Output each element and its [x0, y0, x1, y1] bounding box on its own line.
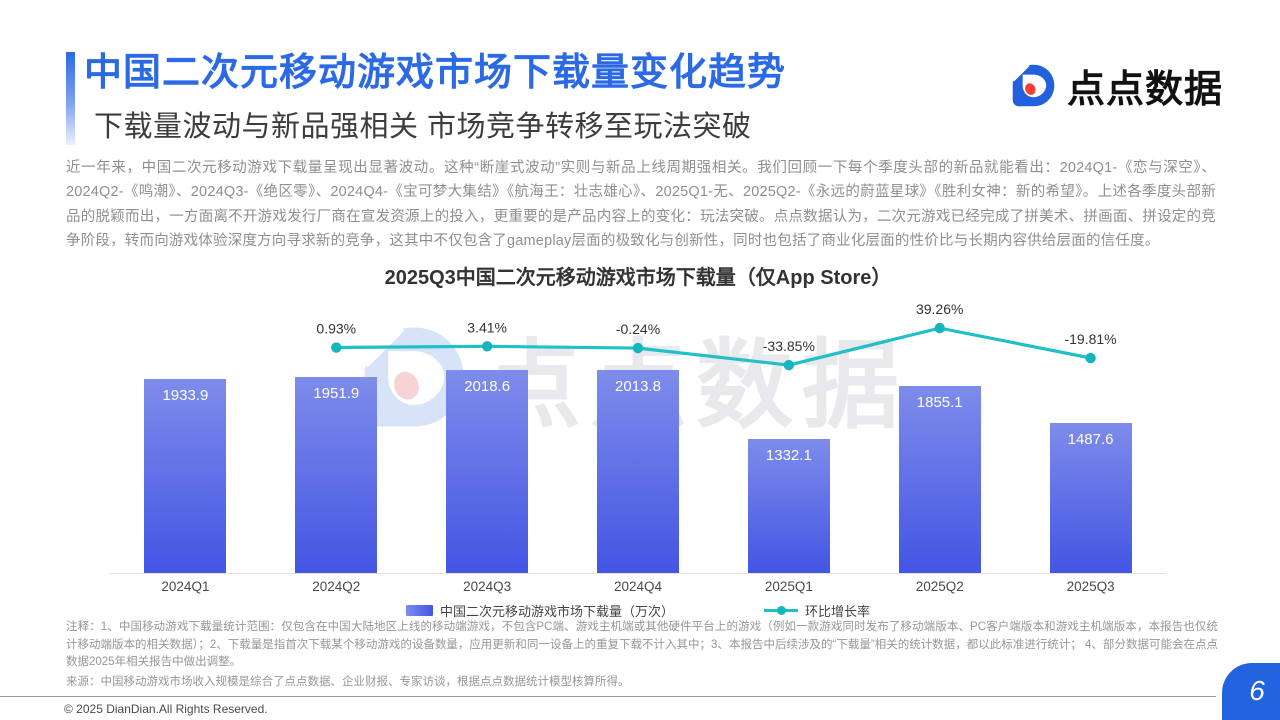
chart-column: 1487.6 — [1015, 423, 1166, 573]
bar-2025Q2: 1855.1 — [898, 386, 981, 573]
note-annotation: 注释：1、中国移动游戏下载量统计范围：仅包含在中国大陆地区上线的移动端游戏，不包… — [66, 621, 1218, 668]
copyright: © 2025 DianDian.All Rights Reserved. — [64, 702, 268, 716]
bar-2024Q1: 1933.9 — [144, 379, 227, 573]
bar-value-label: 1487.6 — [1067, 431, 1114, 448]
x-axis-label: 2024Q3 — [463, 579, 512, 594]
title-accent-bar — [66, 52, 75, 145]
bar-2025Q1: 1332.1 — [747, 439, 830, 573]
chart-title: 2025Q3中国二次元移动游戏市场下载量（仅App Store） — [384, 267, 892, 289]
page-title: 中国二次元移动游戏市场下载量变化趋势 — [84, 52, 787, 94]
bar-value-label: 2013.8 — [615, 378, 661, 395]
page-subtitle: 下载量波动与新品强相关 市场竞争转移至玩法突破 — [94, 110, 752, 143]
chart-column: 2013.8 — [563, 370, 714, 573]
chart-legend: 中国二次元移动游戏市场下载量（万次） 环比增长率 — [110, 601, 1166, 620]
diandian-logo-text: 点点数据 — [1066, 69, 1223, 111]
notes: 注释：1、中国移动游戏下载量统计范围：仅包含在中国大陆地区上线的移动端游戏，不包… — [66, 619, 1218, 691]
legend-item-downloads: 中国二次元移动游戏市场下载量（万次） — [405, 601, 674, 620]
bar-value-label: 1855.1 — [916, 394, 963, 411]
note-source: 来源：中国移动游戏市场收入规模是综合了点点数据、企业财报、专家访谈，根据点点数据… — [66, 675, 630, 688]
header: 中国二次元移动游戏市场下载量变化趋势 下载量波动与新品强相关 市场竞争转移至玩法… — [84, 50, 786, 145]
chart-column: 1951.9 — [261, 377, 412, 573]
plot-area: 1933.9 1951.9 2018.6 2013.8 1332.1 1855.1 1487… — [110, 304, 1166, 574]
chart-column: 2018.6 — [412, 370, 563, 573]
page-number-badge: 6 — [1222, 663, 1280, 720]
legend-item-growth: 环比增长率 — [764, 601, 870, 620]
diandian-logo: 点点数据 — [1009, 58, 1223, 113]
x-axis-label: 2024Q2 — [312, 579, 361, 594]
diandian-logo-icon — [1009, 62, 1055, 107]
bar-2024Q2: 1951.9 — [295, 377, 378, 573]
bar-value-label: 1332.1 — [765, 447, 812, 464]
downloads-chart: 2025Q3中国二次元移动游戏市场下载量（仅App Store） 点点数据 19… — [110, 261, 1166, 620]
x-axis-label: 2024Q1 — [161, 579, 210, 594]
footer-divider — [0, 696, 1216, 697]
chart-column: 1332.1 — [713, 439, 864, 573]
page-number: 6 — [1249, 674, 1265, 706]
bar-2025Q3: 1487.6 — [1049, 423, 1132, 573]
bar-value-label: 1951.9 — [313, 385, 360, 402]
x-axis-label: 2025Q1 — [764, 579, 813, 594]
x-axis-label: 2025Q2 — [915, 579, 964, 594]
x-axis-label: 2024Q4 — [613, 579, 663, 594]
x-axis-label: 2025Q3 — [1066, 579, 1115, 594]
legend-label-growth: 环比增长率 — [805, 604, 871, 619]
bar-2024Q4: 2013.8 — [597, 370, 679, 573]
line-swatch-icon — [764, 606, 798, 615]
bar-value-label: 1933.9 — [162, 387, 209, 404]
bar-value-label: 2018.6 — [464, 378, 511, 395]
bar-2024Q3: 2018.6 — [446, 370, 529, 573]
legend-label-downloads: 中国二次元移动游戏市场下载量（万次） — [439, 604, 674, 619]
chart-column: 1855.1 — [864, 386, 1015, 573]
bar-swatch-icon — [405, 605, 433, 616]
x-axis-labels: 2024Q1 2024Q2 2024Q3 2024Q4 2025Q1 2025Q2 2025… — [110, 579, 1166, 594]
intro-paragraph: 近一年来，中国二次元移动游戏下载量呈现出显著波动。这种“断崖式波动”实则与新品上… — [66, 160, 1216, 249]
plot-wrap: 点点数据 1933.9 1951.9 2018.6 2013.8 1332.1 1855.… — [110, 301, 1166, 574]
chart-column: 1933.9 — [110, 379, 261, 573]
